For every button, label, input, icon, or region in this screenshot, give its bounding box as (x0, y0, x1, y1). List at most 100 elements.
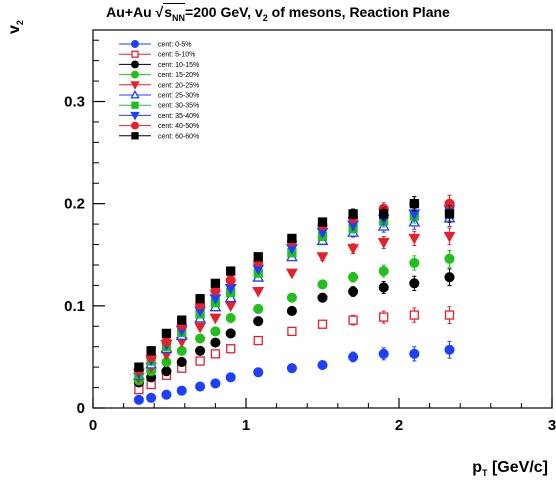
x-tick-label: 0 (89, 417, 97, 434)
data-point (177, 315, 187, 325)
data-point (209, 313, 222, 325)
data-point (379, 312, 389, 322)
data-point (444, 209, 455, 219)
legend-label: cent: 25-30% (158, 93, 199, 100)
data-point (161, 336, 172, 347)
data-point (225, 328, 236, 339)
data-point (408, 233, 421, 245)
legend-marker (131, 121, 139, 130)
data-point (286, 305, 297, 316)
x-axis-label: pT [GeV/c] (472, 458, 548, 478)
data-point (225, 372, 236, 383)
legend-label: cent: 15-20% (158, 72, 199, 79)
legend-label: cent: 5-10% (158, 52, 195, 59)
data-point (347, 244, 360, 255)
data-point (287, 233, 297, 244)
data-point (409, 257, 420, 268)
data-point (348, 209, 358, 219)
legend-label: cent: 30-35% (158, 103, 199, 110)
data-point (133, 394, 144, 405)
y-tick-label: 0.3 (64, 94, 85, 111)
data-point (195, 345, 206, 356)
x-tick-label: 3 (548, 417, 556, 434)
data-point (348, 272, 359, 283)
y-tick-label: 0.1 (64, 298, 85, 315)
chart-title: Au+Au √sNN=200 GeV, v2 of mesons, Reacti… (106, 3, 450, 23)
data-point (195, 333, 206, 344)
data-point (252, 287, 265, 298)
data-point (348, 351, 359, 362)
legend-marker (131, 40, 139, 48)
data-point (317, 279, 328, 290)
data-point (348, 315, 358, 325)
data-point (146, 392, 157, 403)
data-point (195, 381, 206, 392)
data-point (377, 238, 390, 249)
legend-label: cent: 10-15% (158, 62, 199, 69)
data-point (253, 303, 264, 314)
data-point (176, 385, 187, 396)
data-point (161, 389, 172, 400)
data-point (286, 363, 297, 374)
data-point (253, 367, 264, 378)
data-point (409, 310, 419, 320)
data-point (378, 266, 389, 277)
data-point (210, 278, 221, 289)
data-point (195, 356, 205, 366)
legend-label: cent: 60-60% (158, 133, 199, 140)
data-point (253, 252, 263, 262)
data-point (409, 348, 420, 359)
data-point (286, 292, 297, 303)
data-point (317, 319, 328, 329)
data-point (161, 366, 172, 377)
data-point (226, 266, 236, 276)
sqrt-s: sNN (163, 3, 186, 23)
y-tick-label: 0.2 (64, 196, 85, 213)
legend-marker (131, 132, 139, 140)
legend-marker (130, 81, 140, 90)
data-point (317, 360, 328, 371)
x-tick-label: 1 (242, 417, 250, 434)
data-point (253, 335, 263, 346)
data-point (379, 209, 389, 219)
data-point (317, 292, 328, 303)
plot-frame (92, 29, 553, 409)
data-point (444, 253, 455, 264)
data-point (409, 278, 420, 289)
legend-marker (130, 111, 140, 121)
data-point (194, 322, 207, 334)
legend-marker (131, 50, 139, 58)
data-point (176, 356, 187, 368)
data-point (146, 346, 156, 356)
data-point (210, 349, 221, 359)
data-point (378, 348, 389, 359)
data-point (378, 282, 389, 293)
data-point (253, 316, 264, 327)
data-point (444, 344, 455, 355)
x-tick-label: 2 (395, 417, 403, 434)
data-point (161, 328, 172, 339)
legend-label: cent: 35-40% (158, 113, 199, 120)
data-point (443, 231, 456, 243)
legend-label: cent: 0-5% (158, 42, 191, 49)
data-point (444, 310, 455, 320)
data-point (210, 378, 221, 389)
legend-marker (131, 70, 139, 79)
legend-marker (131, 60, 139, 69)
legend-marker (130, 90, 140, 99)
data-point (287, 326, 297, 337)
data-point (210, 337, 221, 348)
legend-label: cent: 40-50% (158, 123, 199, 130)
data-point (317, 217, 328, 227)
data-point (348, 286, 359, 297)
legend-marker (131, 101, 139, 109)
data-point (225, 275, 236, 286)
data-point (134, 362, 144, 372)
data-point (226, 344, 236, 354)
data-point (285, 268, 298, 280)
data-point (210, 326, 221, 337)
data-point (444, 272, 455, 283)
legend-label: cent: 20-25% (158, 82, 199, 89)
data-point (316, 252, 329, 263)
